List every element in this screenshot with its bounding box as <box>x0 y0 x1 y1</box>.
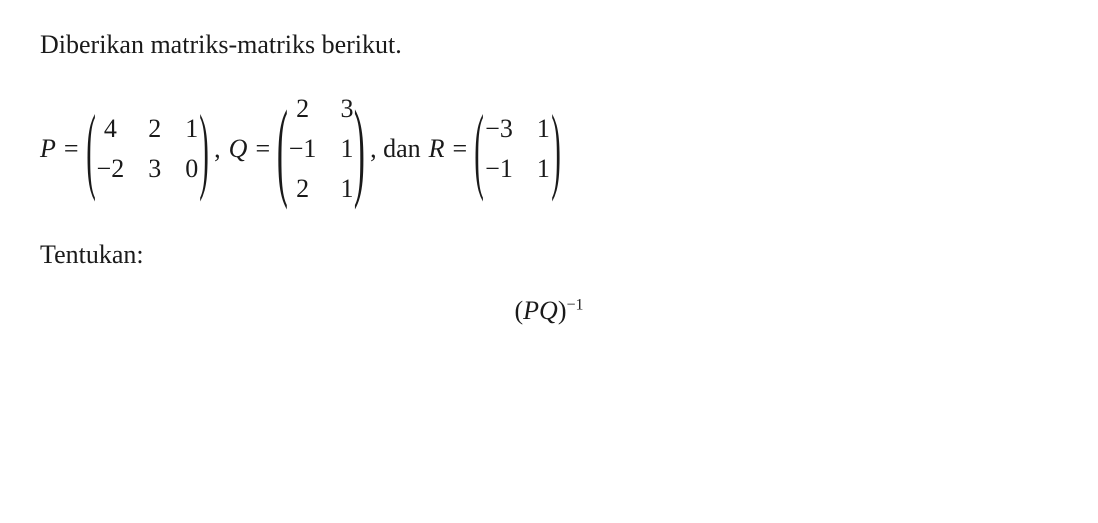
matrix-cell: −1 <box>485 154 513 184</box>
left-paren-icon: ( <box>277 108 288 191</box>
left-paren-icon: ( <box>86 113 96 185</box>
matrix-cell: −2 <box>97 154 125 184</box>
matrix-cell: 3 <box>148 154 161 184</box>
matrix-Q-after: , dan <box>370 134 421 164</box>
matrix-cell: 2 <box>148 114 161 144</box>
right-paren-icon: ) <box>199 113 209 185</box>
matrix-R-var: R <box>429 134 445 164</box>
question-expression: (PQ)−1 <box>40 296 1058 326</box>
expression-PQ: PQ <box>523 296 558 325</box>
matrix-Q-cells: 2 3 −1 1 2 1 <box>285 88 358 210</box>
matrix-R-cells: −3 1 −1 1 <box>481 108 554 190</box>
equals-sign: = <box>255 134 270 164</box>
matrix-cell: −1 <box>289 134 317 164</box>
matrix-P-var: P <box>40 134 56 164</box>
matrix-cell: 1 <box>340 134 353 164</box>
matrix-cell: 4 <box>97 114 125 144</box>
matrix-cell: 1 <box>537 154 550 184</box>
matrix-R: ( −3 1 −1 1 ) <box>477 108 558 190</box>
matrix-cell: 1 <box>185 114 198 144</box>
equals-sign: = <box>64 134 79 164</box>
left-paren-icon: ( <box>474 113 484 185</box>
matrix-P: ( 4 2 1 −2 3 0 ) <box>89 108 207 190</box>
matrix-cell: −3 <box>485 114 513 144</box>
intro-text: Diberikan matriks-matriks berikut. <box>40 30 1058 60</box>
matrix-P-after: , <box>214 134 221 164</box>
matrix-cell: 2 <box>289 94 317 124</box>
matrix-P-cells: 4 2 1 −2 3 0 <box>93 108 203 190</box>
tentukan-text: Tentukan: <box>40 240 1058 270</box>
right-paren-icon: ) <box>551 113 561 185</box>
right-paren-icon: ) <box>354 108 365 191</box>
matrix-cell: 1 <box>340 174 353 204</box>
matrix-cell: 3 <box>340 94 353 124</box>
matrix-definitions-row: P = ( 4 2 1 −2 3 0 ) , Q = ( 2 3 −1 1 2 … <box>40 88 1058 210</box>
exponent: −1 <box>566 296 583 313</box>
matrix-cell: 0 <box>185 154 198 184</box>
left-paren: ( <box>514 296 523 325</box>
matrix-Q: ( 2 3 −1 1 2 1 ) <box>280 88 362 210</box>
matrix-Q-var: Q <box>229 134 248 164</box>
equals-sign: = <box>453 134 468 164</box>
matrix-cell: 2 <box>289 174 317 204</box>
matrix-cell: 1 <box>537 114 550 144</box>
